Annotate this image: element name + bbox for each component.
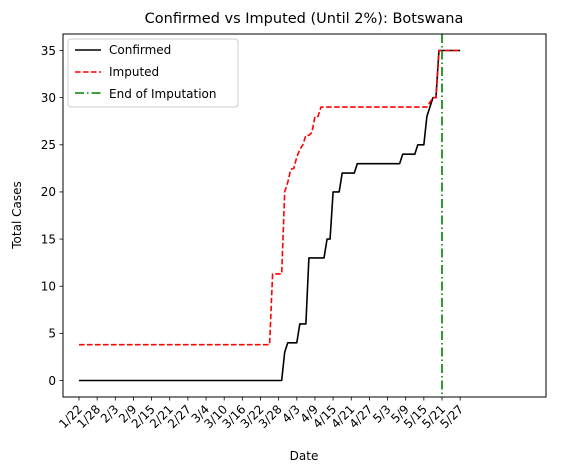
y-tick-label: 20 xyxy=(41,185,56,199)
legend-label-confirmed: Confirmed xyxy=(109,43,171,57)
legend-box xyxy=(67,38,239,108)
legend-label-imputed: Imputed xyxy=(109,65,159,79)
y-tick-label: 5 xyxy=(48,327,56,341)
y-tick-label: 15 xyxy=(41,232,56,246)
y-tick-label: 30 xyxy=(41,91,56,105)
legend: Confirmed Imputed End of Imputation xyxy=(67,38,239,108)
y-tick-label: 0 xyxy=(48,374,56,388)
plot-area xyxy=(79,34,461,397)
legend-label-end-of-imputation: End of Imputation xyxy=(109,87,217,101)
chart-title: Confirmed vs Imputed (Until 2%): Botswan… xyxy=(145,11,464,27)
y-axis: 0 5 10 15 20 25 30 35 xyxy=(41,44,63,388)
series-line-confirmed xyxy=(79,49,461,382)
y-axis-label: Total Cases xyxy=(10,181,24,249)
x-axis: 1/221/282/32/92/152/212/273/43/103/163/2… xyxy=(56,397,466,431)
series-line-imputed xyxy=(79,49,461,346)
y-tick-label: 25 xyxy=(41,138,56,152)
y-tick-label: 10 xyxy=(41,280,56,294)
x-axis-label: Date xyxy=(290,449,319,463)
y-tick-label: 35 xyxy=(41,44,56,58)
plot-frame xyxy=(62,33,547,398)
